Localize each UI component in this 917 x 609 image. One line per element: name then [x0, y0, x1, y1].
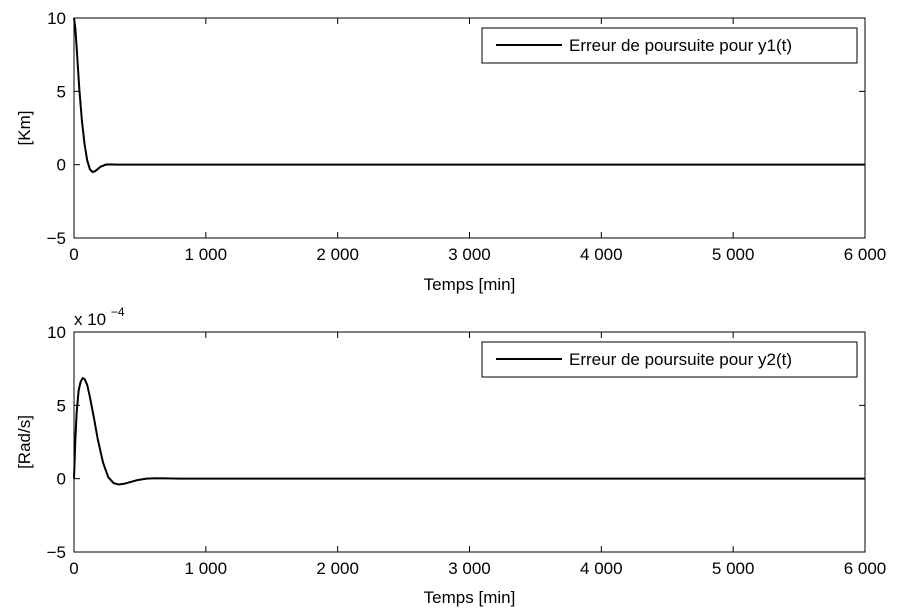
- y-tick-label: 0: [57, 470, 66, 489]
- x-tick-label: 3 000: [448, 559, 491, 578]
- axis-exponent-base: x 10: [74, 310, 106, 329]
- x-tick-label: 0: [69, 559, 78, 578]
- x-tick-label: 2 000: [316, 245, 359, 264]
- y-tick-label: −5: [47, 543, 66, 562]
- y-axis-label: [Rad/s]: [15, 415, 34, 469]
- y-axis-label: [Km]: [15, 111, 34, 146]
- y-ticks: −5 0 5 10: [47, 9, 865, 248]
- axis-exponent-power: −4: [111, 305, 125, 319]
- series-line: [73, 17, 865, 174]
- y-tick-label: 10: [47, 323, 66, 342]
- axis-exponent-label: x 10 −4: [74, 305, 125, 329]
- series-line: [73, 376, 865, 486]
- legend-label: Erreur de poursuite pour y1(t): [569, 36, 792, 55]
- x-tick-label: 1 000: [185, 559, 228, 578]
- y-tick-label: 0: [57, 156, 66, 175]
- y-tick-label: 5: [57, 82, 66, 101]
- x-ticks: 0 1 000 2 000 3 000 4 000 5 000 6 000: [69, 18, 886, 264]
- x-tick-label: 0: [69, 245, 78, 264]
- x-axis-label: Temps [min]: [424, 275, 516, 294]
- legend-label: Erreur de poursuite pour y2(t): [569, 350, 792, 369]
- x-tick-label: 2 000: [316, 559, 359, 578]
- x-tick-label: 5 000: [712, 245, 755, 264]
- x-tick-label: 3 000: [448, 245, 491, 264]
- x-tick-label: 6 000: [844, 559, 887, 578]
- x-ticks: 0 1 000 2 000 3 000 4 000 5 000 6 000: [69, 332, 886, 578]
- legend: Erreur de poursuite pour y1(t): [481, 27, 858, 64]
- y-tick-label: 10: [47, 9, 66, 28]
- x-axis-label: Temps [min]: [424, 588, 516, 607]
- y-tick-label: 5: [57, 396, 66, 415]
- x-tick-label: 4 000: [580, 245, 623, 264]
- legend: Erreur de poursuite pour y2(t): [481, 341, 858, 378]
- x-tick-label: 1 000: [185, 245, 228, 264]
- x-tick-label: 5 000: [712, 559, 755, 578]
- x-tick-label: 4 000: [580, 559, 623, 578]
- x-tick-label: 6 000: [844, 245, 887, 264]
- y-tick-label: −5: [47, 229, 66, 248]
